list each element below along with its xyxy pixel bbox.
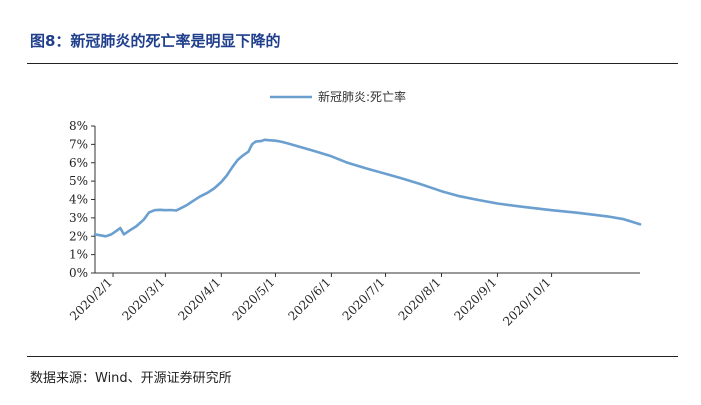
y-tick-label: 0% (69, 266, 88, 280)
x-tick-label: 2020/9/1 (452, 275, 500, 323)
legend-label: 新冠肺炎:死亡率 (318, 89, 406, 104)
y-tick-label: 7% (69, 137, 88, 151)
y-tick-label: 1% (69, 248, 88, 262)
y-tick-label: 4% (69, 193, 88, 207)
x-tick-label: 2020/7/1 (340, 275, 388, 323)
figure-title: 图8：新冠肺炎的死亡率是明显下降的 (30, 32, 281, 50)
x-tick-label: 2020/10/1 (500, 275, 553, 328)
source-note: 数据来源：Wind、开源证券研究所 (30, 371, 232, 386)
chart: 0% 1% 2% 3% 4% 5% 6% 7% 8% 2020/2/1 2020/3/1 2020/4… (67, 89, 642, 329)
x-tick-label: 2020/5/1 (230, 275, 278, 323)
y-tick-label: 2% (69, 229, 88, 243)
x-tick-label: 2020/4/1 (175, 275, 223, 323)
y-tick-label: 3% (69, 211, 88, 225)
x-tick-label: 2020/2/1 (67, 275, 115, 323)
y-tick-label: 5% (69, 174, 88, 188)
series-line (93, 138, 642, 238)
bottom-divider (27, 356, 678, 357)
y-tick-label: 6% (69, 156, 88, 170)
x-tick-label: 2020/3/1 (119, 275, 167, 323)
top-divider (27, 63, 678, 64)
x-tick-label: 2020/8/1 (396, 275, 444, 323)
y-tick-label: 8% (69, 119, 88, 133)
x-tick-label: 2020/6/1 (286, 275, 334, 323)
